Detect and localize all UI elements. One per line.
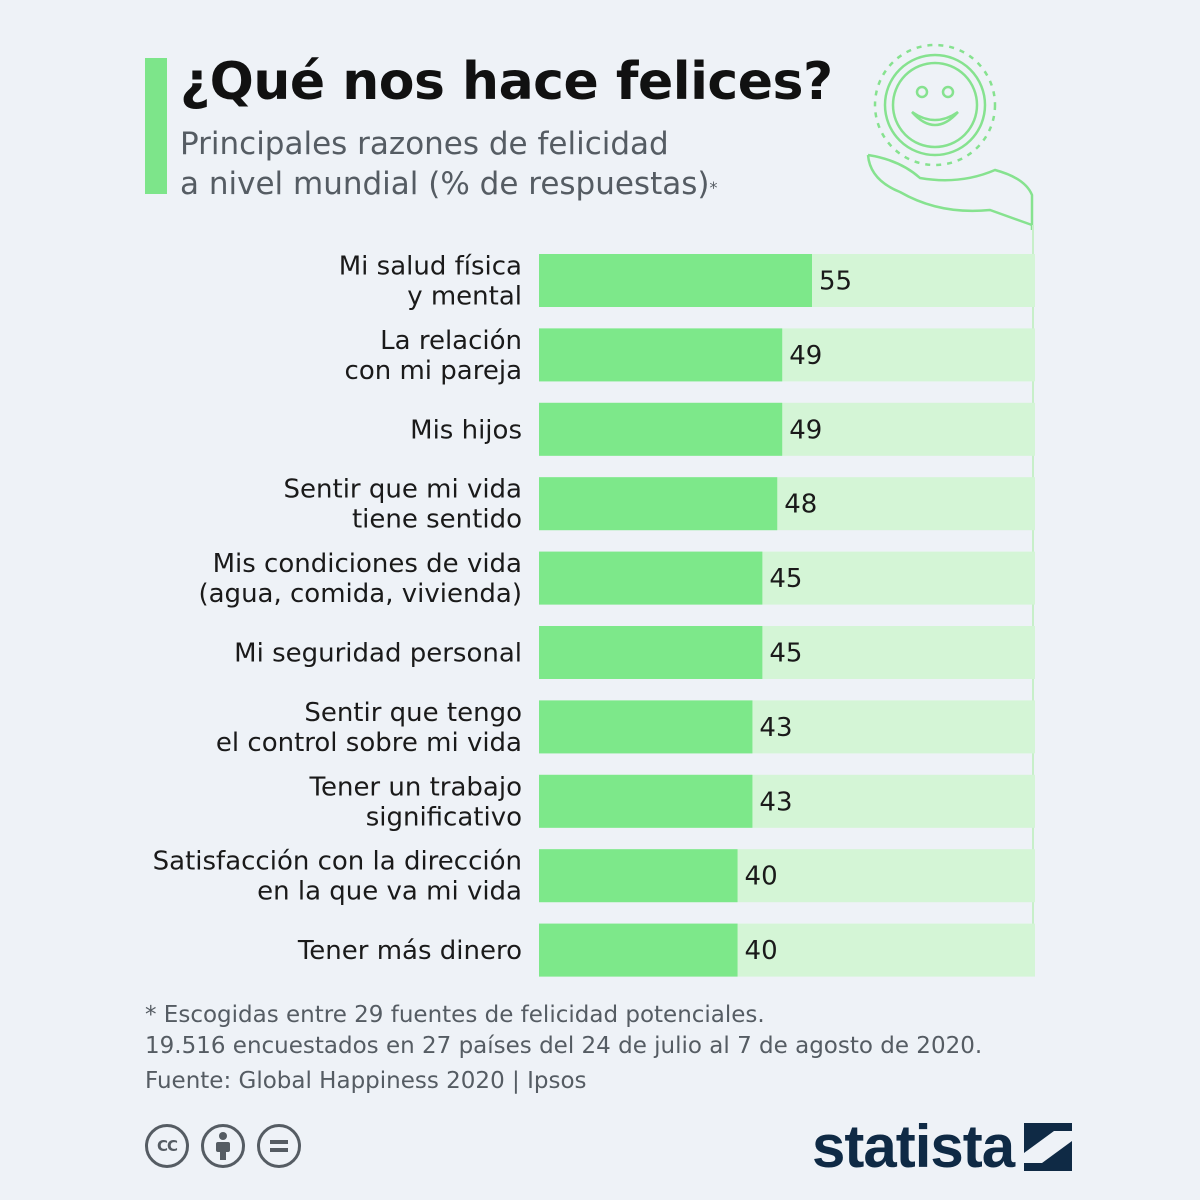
subtitle-line-1: Principales razones de felicidad xyxy=(180,126,669,162)
footnote: * Escogidas entre 29 fuentes de felicida… xyxy=(145,1000,982,1097)
bar-value-label: 40 xyxy=(745,936,778,966)
creative-commons-icon[interactable]: CC xyxy=(145,1124,189,1168)
category-label: Sentir que mi vida tiene sentido xyxy=(284,475,522,535)
category-label: Mi seguridad personal xyxy=(234,639,522,669)
bar xyxy=(539,626,763,679)
bar-value-label: 55 xyxy=(819,267,852,297)
bar xyxy=(539,402,783,456)
no-derivatives-icon[interactable] xyxy=(257,1124,301,1168)
category-label: Mi salud física y mental xyxy=(339,252,522,312)
bar xyxy=(539,774,753,828)
brand-name: statista xyxy=(812,1113,1015,1180)
category-label: Tener un trabajo significativo xyxy=(309,772,523,832)
subtitle-footnote-mark: * xyxy=(709,178,718,197)
bar-value-label: 40 xyxy=(745,862,778,892)
category-label: Mis condiciones de vida (agua, comida, vi… xyxy=(198,549,522,609)
bar-value-label: 43 xyxy=(759,787,792,817)
bar xyxy=(539,923,738,977)
smiling-sun-hand-icon xyxy=(866,43,1034,230)
page-subtitle: Principales razones de felicidad a nivel… xyxy=(180,124,717,204)
bar-value-label: 49 xyxy=(789,341,822,371)
statista-logo-icon xyxy=(1024,1122,1073,1171)
category-label: Sentir que tengo el control sobre mi vida xyxy=(216,698,522,758)
category-label: La relación con mi pareja xyxy=(345,326,522,386)
license-icons: CC xyxy=(145,1124,301,1168)
subtitle-line-2: a nivel mundial (% de respuestas)* xyxy=(180,164,717,204)
category-label: Mis hijos xyxy=(410,415,522,445)
statista-logo[interactable]: statista xyxy=(812,1112,1073,1181)
bar xyxy=(539,700,753,754)
bar xyxy=(539,477,778,531)
bar-value-label: 45 xyxy=(769,639,802,669)
bar-value-label: 49 xyxy=(789,415,822,445)
source-line: Fuente: Global Happiness 2020 | Ipsos xyxy=(145,1068,587,1094)
title-accent-bar xyxy=(145,58,167,194)
category-label: Tener más dinero xyxy=(297,936,522,966)
bar-value-label: 45 xyxy=(769,564,802,594)
footnote-line-1: * Escogidas entre 29 fuentes de felicida… xyxy=(145,1002,765,1028)
bar xyxy=(539,849,738,903)
bar-value-label: 48 xyxy=(784,490,817,520)
bar-value-label: 43 xyxy=(759,713,792,743)
category-label: Satisfacción con la dirección en la que v… xyxy=(153,847,522,907)
subtitle-line-2-text: a nivel mundial (% de respuestas) xyxy=(180,166,710,202)
bar xyxy=(539,254,812,307)
bar xyxy=(539,551,763,605)
page-title: ¿Qué nos hace felices? xyxy=(180,52,833,112)
bar xyxy=(539,328,783,382)
footnote-line-2: 19.516 encuestados en 27 países del 24 d… xyxy=(145,1033,983,1059)
attribution-icon[interactable] xyxy=(201,1124,245,1168)
